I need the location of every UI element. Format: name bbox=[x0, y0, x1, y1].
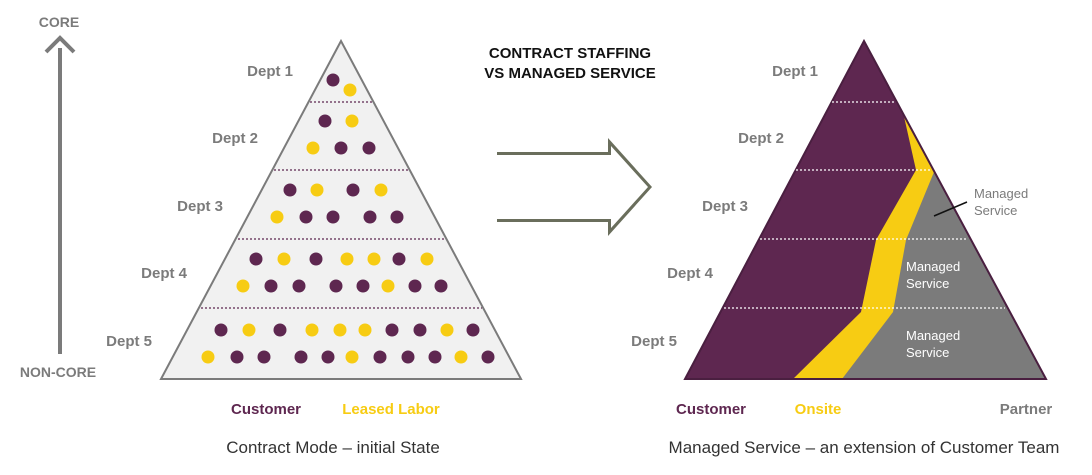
customer-dot bbox=[428, 350, 442, 364]
managed-service-3-line-1: Managed bbox=[974, 186, 1028, 201]
right-dept-1-label: Dept 1 bbox=[772, 63, 818, 80]
right-legend: Customer Onsite Partner bbox=[676, 401, 1052, 418]
customer-dot bbox=[390, 210, 404, 224]
customer-dot bbox=[299, 210, 313, 224]
left-legend: Customer Leased Labor bbox=[231, 401, 440, 418]
left-dept-2-label: Dept 2 bbox=[212, 130, 258, 147]
right-customer-region bbox=[685, 41, 916, 379]
customer-dot bbox=[373, 350, 387, 364]
leased-labor-dot bbox=[345, 350, 359, 364]
customer-dot bbox=[230, 350, 244, 364]
left-caption: Contract Mode – initial State bbox=[226, 438, 440, 457]
managed-service-pointer bbox=[933, 201, 968, 217]
leased-labor-dot bbox=[242, 323, 256, 337]
managed-service-4-line-2: Service bbox=[906, 276, 949, 291]
customer-dot bbox=[356, 279, 370, 293]
customer-dot bbox=[326, 210, 340, 224]
customer-dot bbox=[334, 141, 348, 155]
leased-labor-dot bbox=[236, 279, 250, 293]
left-dept-4-label: Dept 4 bbox=[141, 265, 188, 282]
customer-dot bbox=[408, 279, 422, 293]
leased-labor-dot bbox=[345, 114, 359, 128]
left-dept-3-label: Dept 3 bbox=[177, 198, 223, 215]
leased-labor-dot bbox=[277, 252, 291, 266]
managed-service-3-line-2: Service bbox=[974, 203, 1017, 218]
leased-labor-dot bbox=[270, 210, 284, 224]
leased-labor-dot bbox=[440, 323, 454, 337]
leased-labor-dot bbox=[333, 323, 347, 337]
leased-labor-dot bbox=[305, 323, 319, 337]
axis-top-label: CORE bbox=[39, 14, 79, 30]
customer-dot bbox=[214, 323, 228, 337]
left-legend-customer: Customer bbox=[231, 401, 301, 418]
customer-dot bbox=[249, 252, 263, 266]
customer-dot bbox=[466, 323, 480, 337]
customer-dot bbox=[264, 279, 278, 293]
leased-labor-dot bbox=[358, 323, 372, 337]
managed-service-4-line-1: Managed bbox=[906, 259, 960, 274]
customer-dot bbox=[401, 350, 415, 364]
left-dept-1-label: Dept 1 bbox=[247, 63, 293, 80]
left-pyramid: Dept 1 Dept 2 Dept 3 Dept 4 Dept 5 bbox=[106, 38, 523, 380]
leased-labor-dot bbox=[454, 350, 468, 364]
right-dept-3-label: Dept 3 bbox=[702, 198, 748, 215]
axis-bottom-label: NON-CORE bbox=[20, 364, 96, 380]
right-legend-partner: Partner bbox=[1000, 401, 1053, 418]
right-caption: Managed Service – an extension of Custom… bbox=[669, 438, 1060, 457]
customer-dot bbox=[283, 183, 297, 197]
right-dept-2-label: Dept 2 bbox=[738, 130, 784, 147]
right-triangle-outline bbox=[683, 38, 1048, 380]
right-legend-onsite: Onsite bbox=[795, 401, 842, 418]
left-legend-leased-labor: Leased Labor bbox=[342, 401, 440, 418]
customer-dot bbox=[346, 183, 360, 197]
leased-labor-dot bbox=[367, 252, 381, 266]
right-dept-4-label: Dept 4 bbox=[667, 265, 714, 282]
customer-dot bbox=[362, 141, 376, 155]
customer-dot bbox=[481, 350, 495, 364]
leased-labor-dot bbox=[201, 350, 215, 364]
leased-labor-dot bbox=[420, 252, 434, 266]
axis-arrowhead-icon bbox=[44, 35, 76, 54]
managed-service-5-line-2: Service bbox=[906, 345, 949, 360]
customer-dot bbox=[321, 350, 335, 364]
leased-labor-dot bbox=[374, 183, 388, 197]
leased-labor-dot bbox=[340, 252, 354, 266]
left-triangle bbox=[159, 38, 523, 380]
core-axis: CORE NON-CORE bbox=[20, 14, 96, 380]
customer-dot bbox=[385, 323, 399, 337]
customer-dot bbox=[363, 210, 377, 224]
customer-dot bbox=[434, 279, 448, 293]
leased-labor-dot bbox=[306, 141, 320, 155]
transition-arrow-icon bbox=[497, 138, 652, 236]
customer-dot bbox=[257, 350, 271, 364]
customer-dot bbox=[326, 73, 340, 87]
leased-labor-dot bbox=[310, 183, 324, 197]
customer-dot bbox=[329, 279, 343, 293]
title-line-2: VS MANAGED SERVICE bbox=[484, 65, 655, 82]
right-pyramid: Dept 1 Dept 2 Dept 3 Dept 4 Dept 5 Manag… bbox=[631, 38, 1048, 380]
right-legend-customer: Customer bbox=[676, 401, 746, 418]
center-title: CONTRACT STAFFING VS MANAGED SERVICE bbox=[484, 45, 655, 82]
right-dept-5-label: Dept 5 bbox=[631, 333, 677, 350]
leased-labor-dot bbox=[381, 279, 395, 293]
left-staff-dots bbox=[201, 73, 495, 364]
managed-service-5-line-1: Managed bbox=[906, 328, 960, 343]
customer-dot bbox=[273, 323, 287, 337]
customer-dot bbox=[392, 252, 406, 266]
title-line-1: CONTRACT STAFFING bbox=[489, 45, 651, 62]
customer-dot bbox=[309, 252, 323, 266]
customer-dot bbox=[318, 114, 332, 128]
customer-dot bbox=[294, 350, 308, 364]
customer-dot bbox=[413, 323, 427, 337]
leased-labor-dot bbox=[343, 83, 357, 97]
left-dept-5-label: Dept 5 bbox=[106, 333, 152, 350]
customer-dot bbox=[292, 279, 306, 293]
